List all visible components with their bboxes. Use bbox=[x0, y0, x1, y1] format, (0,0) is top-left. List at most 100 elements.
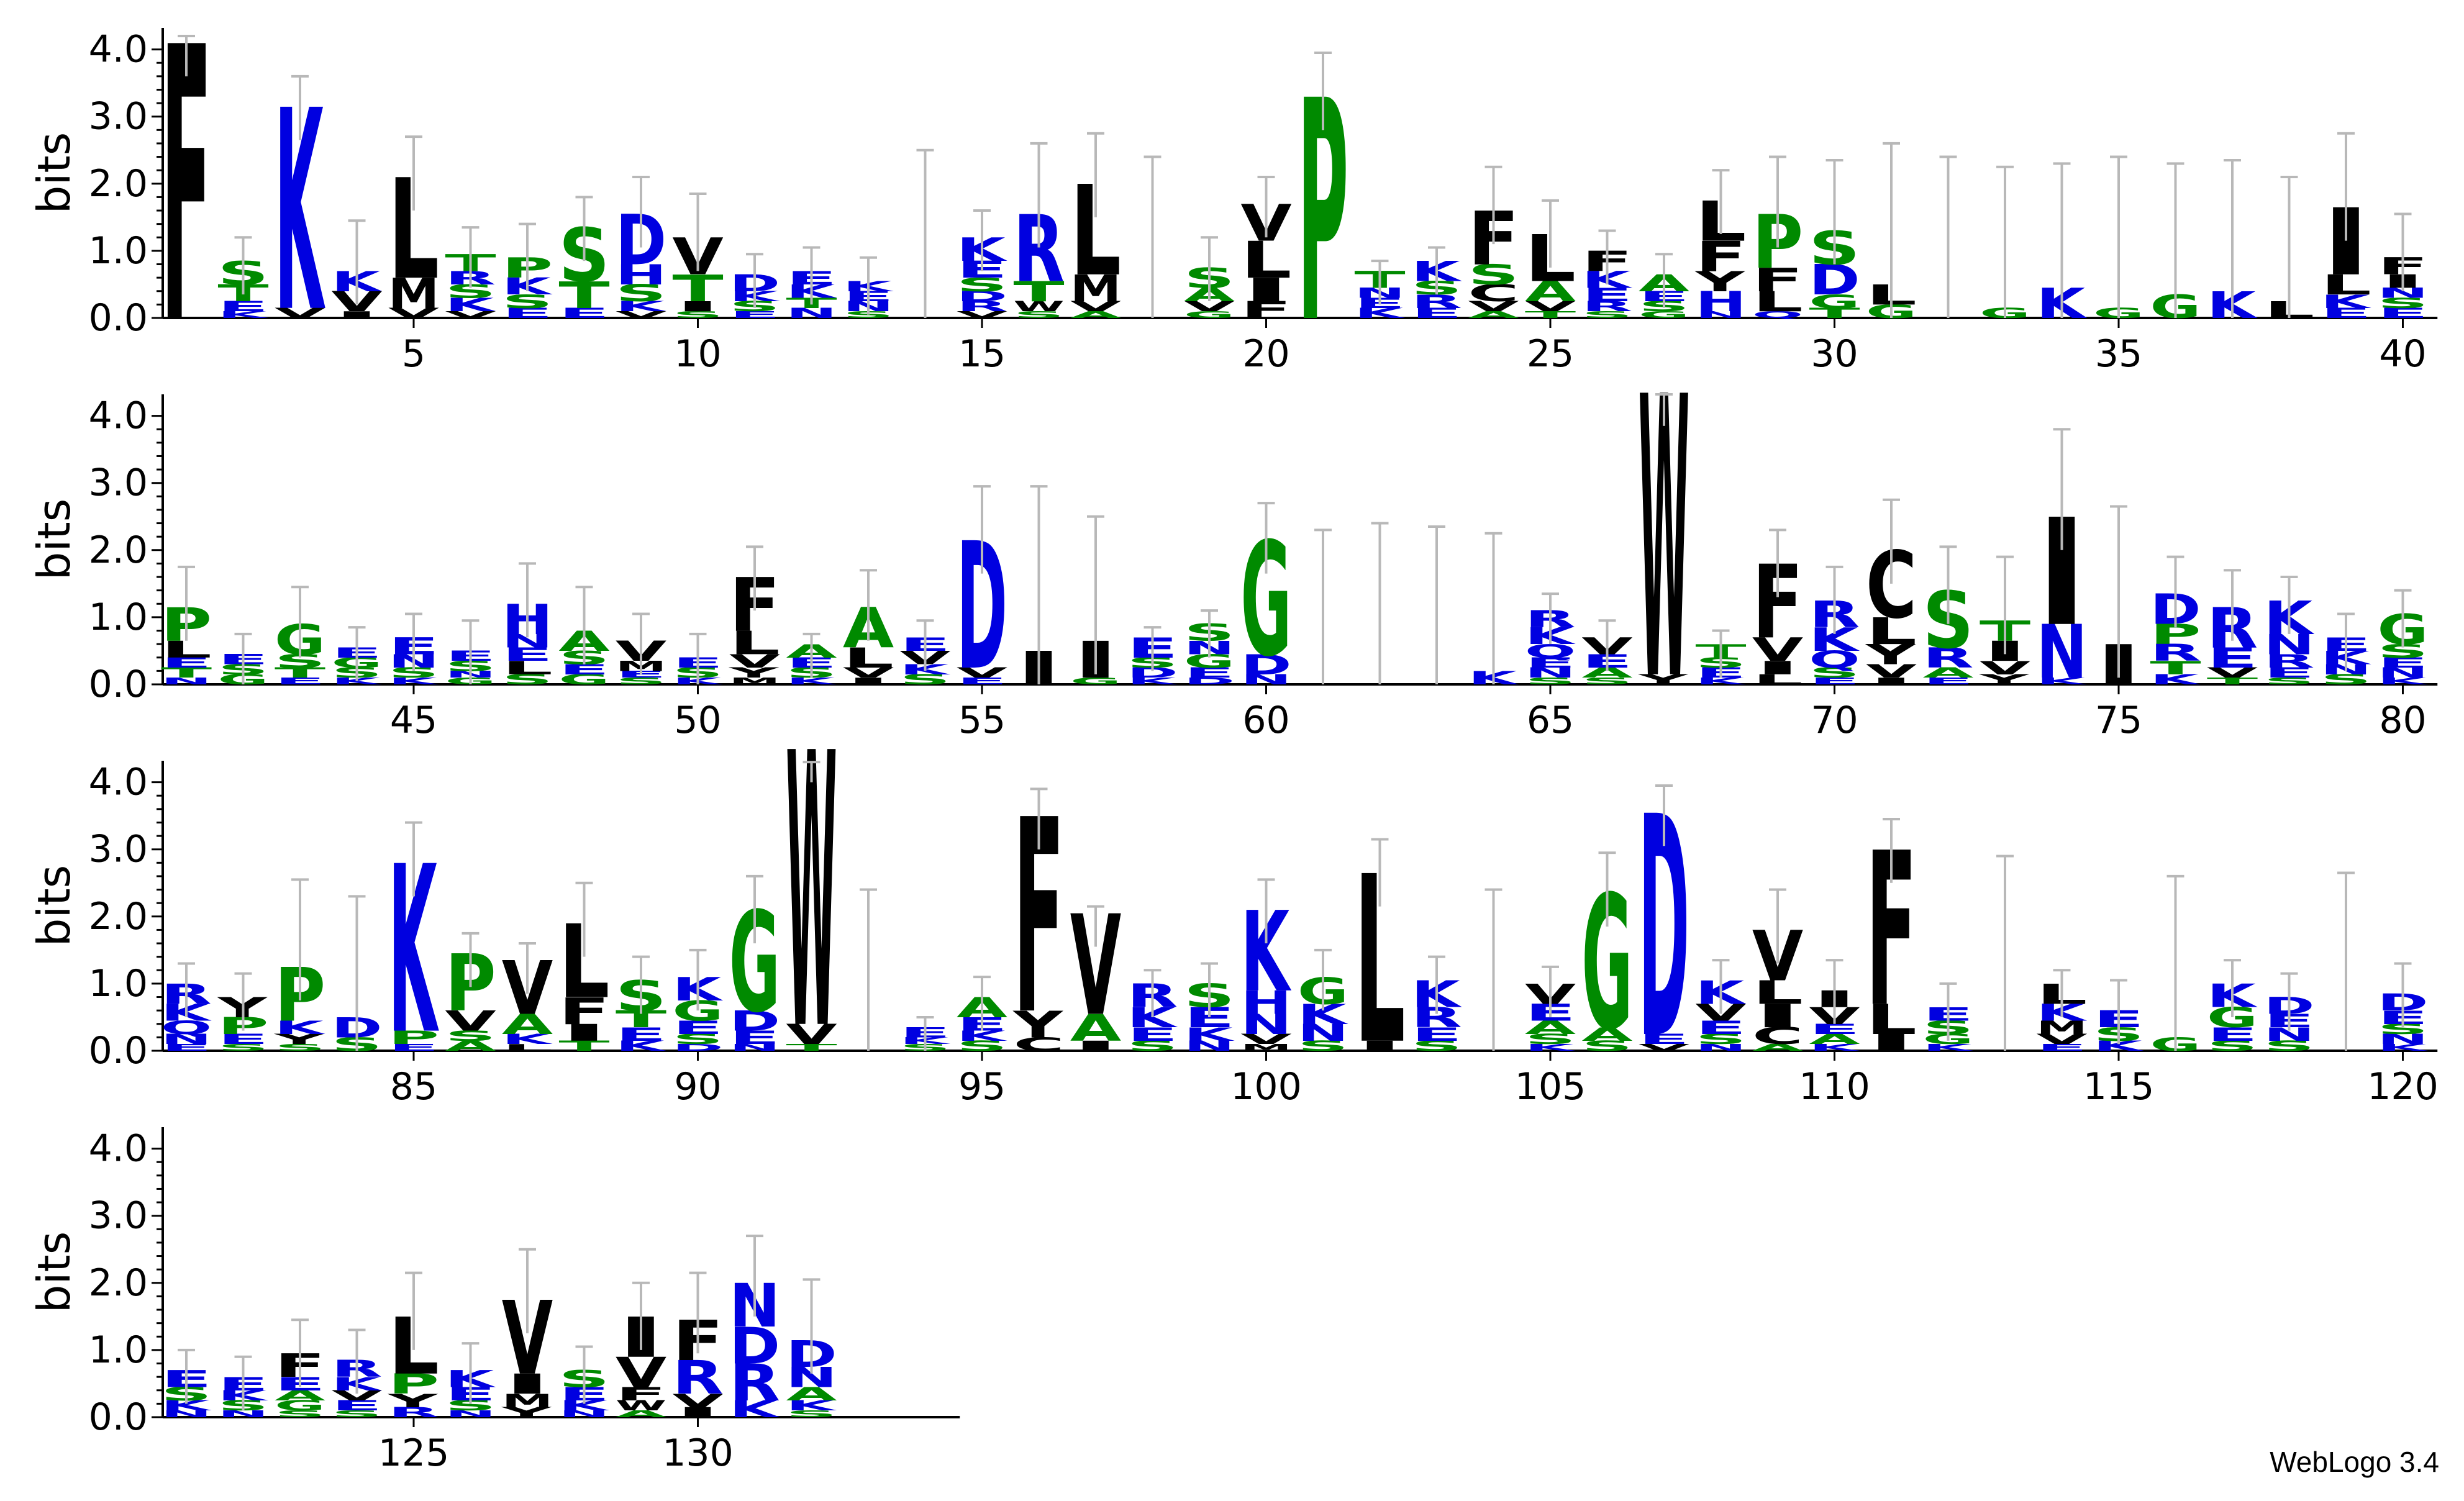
logo-letter: V bbox=[388, 306, 440, 322]
logo-letter: E bbox=[161, 655, 212, 671]
logo-letter: F bbox=[558, 990, 609, 1033]
logo-letter: L bbox=[1752, 286, 1803, 318]
logo-letter: L bbox=[502, 1042, 553, 1053]
logo-letter: G bbox=[1639, 309, 1689, 320]
y-tick-label: 4.0 bbox=[89, 1127, 148, 1171]
logo-letter: E bbox=[2207, 642, 2258, 674]
logo-letter: I bbox=[1866, 1030, 1917, 1056]
logo-letter: T bbox=[558, 274, 610, 317]
x-tick-label: 90 bbox=[674, 1065, 721, 1109]
logo-letter: V bbox=[616, 309, 667, 320]
logo-letter: T bbox=[1525, 309, 1576, 320]
logo-letter: N bbox=[2377, 665, 2428, 681]
logo-letter: R bbox=[1581, 299, 1632, 315]
logo-letter: I bbox=[331, 309, 382, 320]
x-tick-label: 5 bbox=[402, 332, 425, 376]
logo-letter: E bbox=[2263, 665, 2314, 681]
y-axis-label: bits bbox=[28, 132, 80, 214]
logo-letter: V bbox=[1070, 299, 1122, 315]
logo-letter: K bbox=[729, 1396, 780, 1423]
y-tick-label: 2.0 bbox=[89, 1261, 148, 1305]
logo-letter: V bbox=[1468, 299, 1519, 315]
y-tick-label: 4.0 bbox=[89, 28, 148, 71]
logo-letter: S bbox=[1525, 676, 1576, 686]
logo-letter: N bbox=[1240, 671, 1291, 687]
logo-letter: N bbox=[1525, 665, 1576, 681]
logo-letter: K bbox=[1184, 1023, 1235, 1045]
logo-letter: L bbox=[1866, 996, 1917, 1044]
logo-letter: V bbox=[2036, 1032, 2088, 1048]
logo-letter: E bbox=[1184, 665, 1235, 681]
logo-letter: Y bbox=[387, 1390, 439, 1412]
logo-letter: M bbox=[1240, 1043, 1291, 1053]
y-tick-label: 2.0 bbox=[89, 162, 148, 206]
logo-letter: C bbox=[1752, 1023, 1803, 1050]
logo-letter: V bbox=[672, 1390, 724, 1412]
logo-letter: L bbox=[1752, 974, 1803, 1012]
y-tick-label: 0.0 bbox=[89, 663, 148, 706]
y-tick-label: 4.0 bbox=[89, 761, 148, 804]
logo-letter: V bbox=[957, 665, 1008, 681]
logo-letter: V bbox=[1184, 299, 1235, 315]
logo-letter: T bbox=[2150, 657, 2201, 679]
logo-letter: A bbox=[1922, 665, 1974, 681]
y-tick-label: 2.0 bbox=[89, 895, 148, 938]
x-tick-label: 40 bbox=[2379, 332, 2426, 376]
logo-letter: L bbox=[729, 625, 780, 662]
logo-letter: H bbox=[616, 259, 666, 291]
logo-letter: E bbox=[1695, 1017, 1746, 1038]
logo-row-1: bits0.01.02.03.04.0FKETSVKIVK5VMLVKSRTES… bbox=[28, 0, 2438, 407]
logo-letter: S bbox=[1013, 309, 1064, 320]
logo-letter: T bbox=[161, 665, 212, 681]
logo-letter: A bbox=[616, 1408, 667, 1419]
logo-letter: I bbox=[1752, 657, 1803, 679]
logo-letter: V bbox=[957, 309, 1008, 320]
y-tick-label: 0.0 bbox=[89, 1395, 148, 1439]
logo-letter: T bbox=[1013, 276, 1064, 307]
logo-letter: R bbox=[2150, 640, 2201, 666]
logo-letter: S bbox=[2207, 1038, 2258, 1054]
logo-letter: M bbox=[1070, 267, 1121, 310]
logo-letter: V bbox=[1240, 1032, 1292, 1048]
x-tick-label: 95 bbox=[958, 1065, 1006, 1109]
logo-letter: D bbox=[1240, 649, 1291, 681]
logo-letter: E bbox=[502, 644, 553, 665]
x-tick-label: 125 bbox=[378, 1431, 450, 1475]
x-tick-label: 15 bbox=[958, 332, 1006, 376]
logo-letter: K bbox=[2036, 676, 2088, 687]
logo-letter: E bbox=[729, 309, 780, 320]
logo-letter: S bbox=[2263, 676, 2314, 686]
logo-letter: V bbox=[1980, 658, 2031, 679]
logo-letter: K bbox=[502, 1032, 553, 1048]
logo-letter: K bbox=[2377, 676, 2429, 687]
logo-letter: V bbox=[1866, 661, 1917, 682]
x-tick-label: 120 bbox=[2367, 1065, 2439, 1109]
logo-letter: V bbox=[1752, 631, 1804, 669]
logo-letter: N bbox=[161, 1032, 212, 1048]
logo-letter: E bbox=[2207, 1023, 2258, 1045]
logo-letter: N bbox=[786, 305, 837, 321]
logo-letter: E bbox=[957, 676, 1007, 686]
logo-letter: I bbox=[1752, 997, 1803, 1035]
logo-letter: I bbox=[1070, 1038, 1121, 1054]
logo-letter: A bbox=[1752, 1042, 1804, 1053]
logo-letter: S bbox=[275, 1042, 325, 1053]
logo-letter: K bbox=[616, 1038, 667, 1054]
logo-letter: A bbox=[445, 1038, 496, 1054]
logo-letter: D bbox=[1809, 256, 1860, 304]
logo-letter: H bbox=[1695, 286, 1746, 318]
logo-letter: E bbox=[1639, 1032, 1689, 1048]
x-tick-label: 85 bbox=[390, 1065, 437, 1109]
logo-letter: N bbox=[2263, 629, 2314, 661]
logo-letter: E bbox=[729, 1027, 780, 1048]
logo-letter: K bbox=[1354, 306, 1406, 322]
logo-row-2: bits0.01.02.03.04.0NTELPGSEETSGKSGE45KSN… bbox=[28, 317, 2438, 766]
logo-letter: V bbox=[445, 309, 496, 320]
logo-letter: F bbox=[1752, 261, 1803, 299]
logo-letter: E bbox=[275, 676, 325, 686]
logo-letter: I bbox=[1354, 1038, 1405, 1054]
logo-letter: E bbox=[1127, 1023, 1178, 1045]
logo-letter: G bbox=[558, 672, 609, 688]
logo-letter: T bbox=[672, 268, 724, 311]
logo-letter: S bbox=[1809, 665, 1860, 681]
